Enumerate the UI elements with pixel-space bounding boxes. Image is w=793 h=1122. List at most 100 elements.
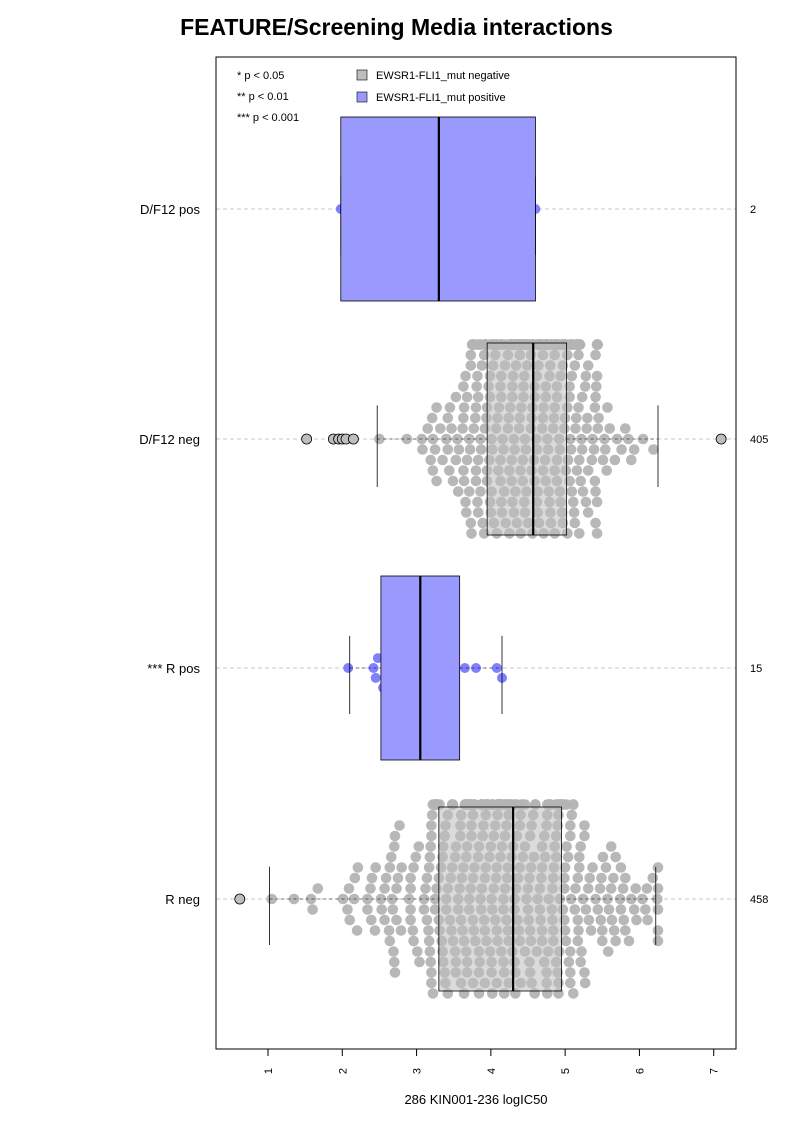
data-point [408,935,419,947]
data-point [566,486,578,497]
data-point [376,904,388,915]
data-point [417,444,428,455]
data-point [620,872,631,884]
data-point [630,883,641,894]
data-point [574,862,585,873]
data-point [351,925,363,936]
data-point [592,339,604,350]
group-count: 458 [750,894,768,906]
data-point [464,444,476,455]
data-point [366,872,378,884]
data-point [591,370,603,382]
data-point [618,914,630,926]
data-point [426,820,437,831]
data-point [603,904,615,915]
data-point [426,809,438,821]
data-point [640,904,651,915]
data-point [576,946,587,957]
data-point [652,862,664,873]
data-point [571,412,582,424]
data-point [460,496,471,508]
data-point [581,423,592,434]
data-point [637,433,649,445]
data-point [609,454,621,466]
data-point [426,967,437,978]
data-point [574,528,585,539]
data-point [391,914,402,926]
data-point [614,893,626,905]
data-point [410,851,422,863]
data-point [405,904,416,915]
data-point [370,672,381,683]
data-point [472,507,484,518]
data-point [427,988,439,999]
data-point [458,475,470,487]
data-point [590,349,601,361]
data-point [418,893,430,905]
data-point [421,914,433,926]
data-point [602,893,613,905]
data-point [471,381,483,392]
data-point [652,935,664,947]
legend-swatch [356,91,368,103]
data-point [423,935,435,947]
data-point [457,423,468,434]
data-point [441,433,452,445]
data-point [475,444,487,455]
data-point [370,862,382,873]
data-point [579,967,590,978]
data-point [424,946,436,957]
data-point [369,925,381,936]
data-point [582,412,593,424]
data-point [592,904,604,915]
data-point [461,507,472,518]
legend-significance: * p < 0.05 [237,70,284,82]
x-axis: 1 2 3 4 5 6 7 [263,1049,721,1074]
legend-entry-label: EWSR1-FLI1_mut negative [376,70,510,82]
data-point [429,444,441,455]
data-point [565,967,576,978]
data-point [396,862,408,873]
data-point [461,391,473,403]
data-point [392,872,404,884]
data-point [372,653,383,664]
data-point [608,925,620,936]
data-point [362,904,373,915]
data-point [365,883,376,894]
data-point [389,841,400,852]
data-point [425,841,437,852]
data-point [388,946,399,957]
data-point [472,391,484,403]
data-point [606,914,618,926]
data-point [628,444,640,455]
data-point [591,381,602,392]
data-point [641,883,653,894]
data-point [620,423,631,434]
data-point [572,872,584,884]
data-point [458,412,469,424]
data-point [413,841,425,852]
data-point [384,935,396,947]
data-point [565,444,577,455]
data-point [458,381,469,392]
data-point [342,904,353,915]
data-point [565,893,577,905]
data-point [579,830,590,842]
data-point [590,517,601,529]
data-point [401,433,413,445]
data-point [590,893,601,905]
chart-title: FEATURE/Screening Media interactions [180,14,613,40]
data-point [568,799,579,810]
data-point [595,914,607,926]
data-point [447,475,459,487]
data-point [458,402,470,413]
data-point [468,423,480,434]
data-point [420,883,431,894]
group-label: D/F12 pos [140,202,200,217]
data-point [605,841,617,852]
data-point [442,444,454,455]
data-point [465,517,477,529]
data-point [389,956,400,968]
group-count: 405 [750,434,768,446]
data-point [407,925,419,936]
